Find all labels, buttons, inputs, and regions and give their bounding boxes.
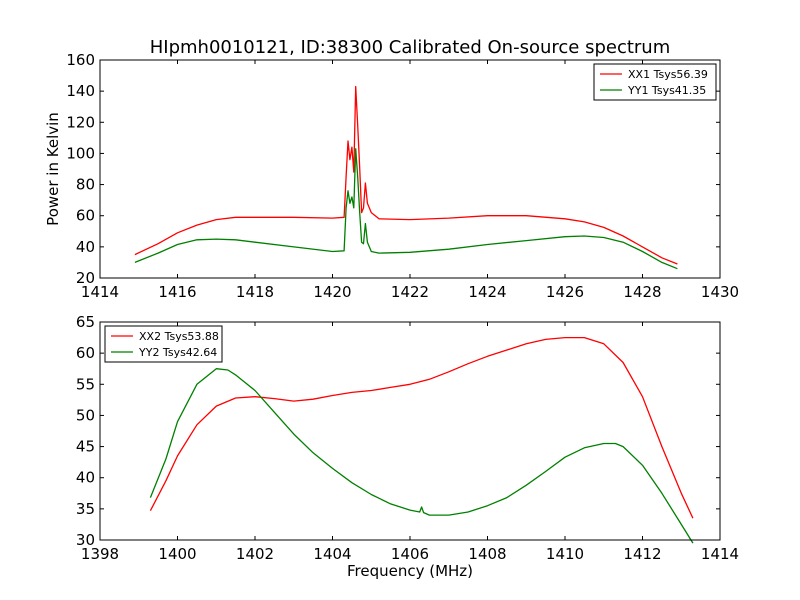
- x-tick-label: 1426: [546, 283, 584, 301]
- x-axis-label: Frequency (MHz): [347, 562, 473, 580]
- y-tick-label: 45: [76, 438, 95, 456]
- x-tick-label: 1400: [158, 545, 196, 563]
- series-line-xx2-tsys53-88: [149, 336, 694, 519]
- y-tick-label: 140: [66, 82, 95, 100]
- series-line-yy2-tsys42-64: [149, 368, 694, 544]
- figure-title: HIpmh0010121, ID:38300 Calibrated On-sou…: [150, 37, 671, 58]
- y-tick-label: 50: [76, 406, 95, 424]
- top-plot: 1414 1416 1418 1420 1422 1424 1426 1428 1430 20 40…: [44, 51, 739, 301]
- x-tick-label: 1398: [81, 545, 119, 563]
- legend-entry: YY2 Tsys42.64: [138, 346, 217, 359]
- legend: XX1 Tsys56.39 YY1 Tsys41.35: [593, 63, 717, 101]
- bottom-plot: 1398 1400 1402 1404 1406 1408 1410 1412 1414 30 35…: [76, 313, 739, 580]
- y-tick-label: 65: [76, 313, 95, 331]
- x-tick-label: 1406: [391, 545, 429, 563]
- legend-box: [593, 63, 717, 101]
- x-tick-label: 1416: [158, 283, 196, 301]
- y-tick-label: 40: [76, 469, 95, 487]
- y-tick-label: 100: [66, 144, 95, 162]
- legend-entry: YY1 Tsys41.35: [627, 84, 706, 97]
- x-tick-label: 1410: [546, 545, 584, 563]
- x-tick-label: 1420: [313, 283, 351, 301]
- x-tick-label: 1404: [313, 545, 351, 563]
- y-tick-label: 55: [76, 375, 95, 393]
- series-line-yy1-tsys41-35: [134, 148, 678, 270]
- y-tick-label: 30: [76, 531, 95, 549]
- y-axis-label: Power in Kelvin: [44, 112, 62, 226]
- x-tick-label: 1428: [623, 283, 661, 301]
- x-tick-label: 1402: [236, 545, 274, 563]
- x-tick-label: 1430: [701, 283, 739, 301]
- x-tick-label: 1418: [236, 283, 274, 301]
- y-tick-label: 60: [76, 207, 95, 225]
- y-tick-label: 40: [76, 238, 95, 256]
- series-line-xx1-tsys56-39: [134, 85, 678, 265]
- y-tick-label: 80: [76, 176, 95, 194]
- y-tick-label: 60: [76, 344, 95, 362]
- x-tick-label: 1422: [391, 283, 429, 301]
- x-tick-label: 1408: [468, 545, 506, 563]
- y-tick-label: 160: [66, 51, 95, 69]
- legend-entry: XX1 Tsys56.39: [628, 68, 708, 81]
- legend-entry: XX2 Tsys53.88: [139, 330, 219, 343]
- y-tick-label: 20: [76, 269, 95, 287]
- x-tick-label: 1414: [81, 283, 119, 301]
- legend-box: [104, 325, 223, 363]
- x-tick-label: 1414: [701, 545, 739, 563]
- x-tick-label: 1424: [468, 283, 506, 301]
- legend: XX2 Tsys53.88 YY2 Tsys42.64: [104, 325, 223, 363]
- y-tick-label: 35: [76, 500, 95, 518]
- x-tick-label: 1412: [623, 545, 661, 563]
- y-tick-label: 120: [66, 113, 95, 131]
